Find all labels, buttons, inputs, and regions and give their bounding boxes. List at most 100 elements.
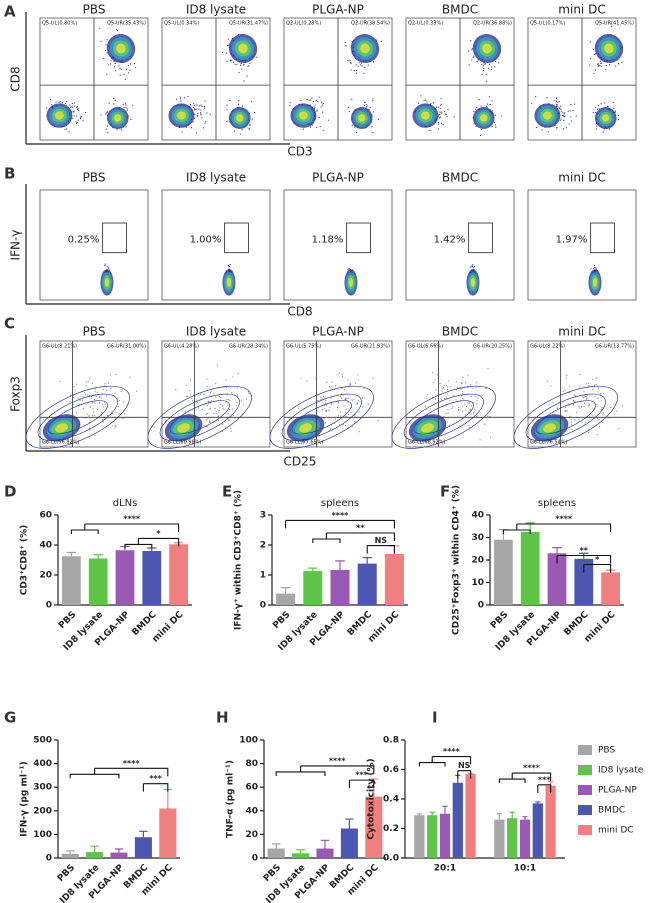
event-dot	[229, 60, 232, 62]
event-dot	[119, 67, 121, 69]
event-dot	[241, 105, 244, 107]
event-dot	[187, 95, 189, 98]
event-dot	[475, 387, 477, 389]
event-dot	[107, 266, 109, 268]
event-dot	[203, 424, 205, 427]
event-dot	[439, 108, 441, 110]
event-dot	[445, 113, 448, 116]
y-tick-label: 0.0	[383, 854, 399, 864]
event-dot	[344, 41, 346, 44]
event-dot	[117, 397, 119, 399]
gate-label: Q5-UR(31.47%)	[229, 21, 268, 27]
gate-label: Q2-UL(0.33%)	[408, 21, 443, 27]
event-dot	[460, 382, 462, 384]
plot-frame	[161, 189, 271, 301]
significance-bracket	[312, 532, 395, 543]
event-dot	[617, 119, 619, 121]
event-dot	[442, 386, 445, 389]
event-dot	[122, 418, 124, 420]
event-dot	[440, 97, 442, 100]
event-dot	[88, 415, 90, 417]
event-dot	[602, 392, 604, 394]
event-dot	[461, 383, 463, 385]
event-dot	[226, 60, 228, 63]
event-dot	[102, 403, 104, 405]
event-dot	[480, 128, 482, 131]
event-dot	[598, 64, 600, 66]
event-dot	[105, 44, 107, 46]
x-tick-label: PBS	[262, 863, 283, 884]
event-dot	[563, 113, 565, 115]
event-dot	[356, 403, 358, 405]
panel-title: ID8 lysate	[186, 325, 246, 339]
event-dot	[115, 412, 117, 414]
x-tick-label: PBS	[57, 610, 78, 631]
event-dot	[124, 102, 127, 104]
event-dot	[480, 105, 482, 107]
error-bar	[90, 845, 99, 853]
event-dot	[114, 70, 117, 72]
event-dot	[451, 408, 453, 410]
event-dot	[64, 410, 66, 412]
event-dot	[80, 115, 82, 117]
y-axis-label: IFN-γ⁺ within CD3⁺CD8⁺ (%)	[234, 490, 244, 630]
event-dot	[345, 425, 347, 427]
event-dot	[75, 383, 78, 385]
event-dot	[94, 402, 96, 404]
event-dot	[205, 418, 207, 420]
event-dot	[121, 129, 123, 131]
contour	[535, 400, 596, 435]
event-dot	[180, 100, 182, 102]
y-axis-label: Cytotoxicity (%)	[367, 758, 377, 839]
bar	[532, 803, 543, 858]
event-dot	[236, 401, 238, 404]
event-dot	[621, 405, 624, 407]
error-bar	[163, 788, 173, 809]
event-dot	[98, 402, 101, 404]
event-dot	[348, 110, 350, 113]
event-dot	[195, 132, 198, 134]
event-dot	[478, 99, 480, 101]
event-dot	[331, 402, 333, 405]
event-dot	[64, 102, 67, 104]
gate-label: G6-UR(28.34%)	[229, 344, 268, 350]
event-dot	[102, 421, 105, 423]
event-dot	[350, 411, 352, 413]
event-dot	[356, 402, 358, 404]
event-dot	[225, 52, 228, 54]
bar	[88, 558, 108, 605]
panel-title: ID8 lysate	[186, 3, 246, 17]
bar	[465, 773, 476, 858]
event-dot	[491, 125, 493, 128]
event-dot	[128, 72, 130, 74]
y-axis-label: CD25⁺Foxp3⁺ within CD4⁺ (%)	[452, 485, 462, 635]
contour	[37, 393, 118, 441]
event-dot	[500, 115, 502, 117]
density	[238, 43, 248, 54]
event-dot	[327, 119, 330, 121]
y-tick-label: 0.4	[383, 795, 399, 805]
event-dot	[472, 387, 474, 389]
event-dot	[448, 424, 450, 427]
error-bar	[579, 552, 589, 559]
event-dot	[495, 126, 497, 128]
event-dot	[355, 64, 357, 66]
event-dot	[314, 104, 316, 106]
event-dot	[78, 109, 80, 111]
event-dot	[430, 129, 432, 131]
event-dot	[563, 119, 565, 122]
event-dot	[587, 420, 589, 422]
event-dot	[189, 389, 191, 392]
event-dot	[494, 114, 496, 116]
event-dot	[558, 107, 560, 109]
significance-label: ****	[555, 515, 573, 524]
event-dot	[363, 387, 365, 389]
error-bar	[296, 849, 305, 854]
event-dot	[369, 106, 371, 109]
event-dot	[347, 106, 350, 109]
event-dot	[248, 392, 250, 395]
event-dot	[316, 109, 318, 111]
event-dot	[575, 115, 577, 117]
density	[360, 43, 370, 54]
event-dot	[200, 111, 202, 113]
